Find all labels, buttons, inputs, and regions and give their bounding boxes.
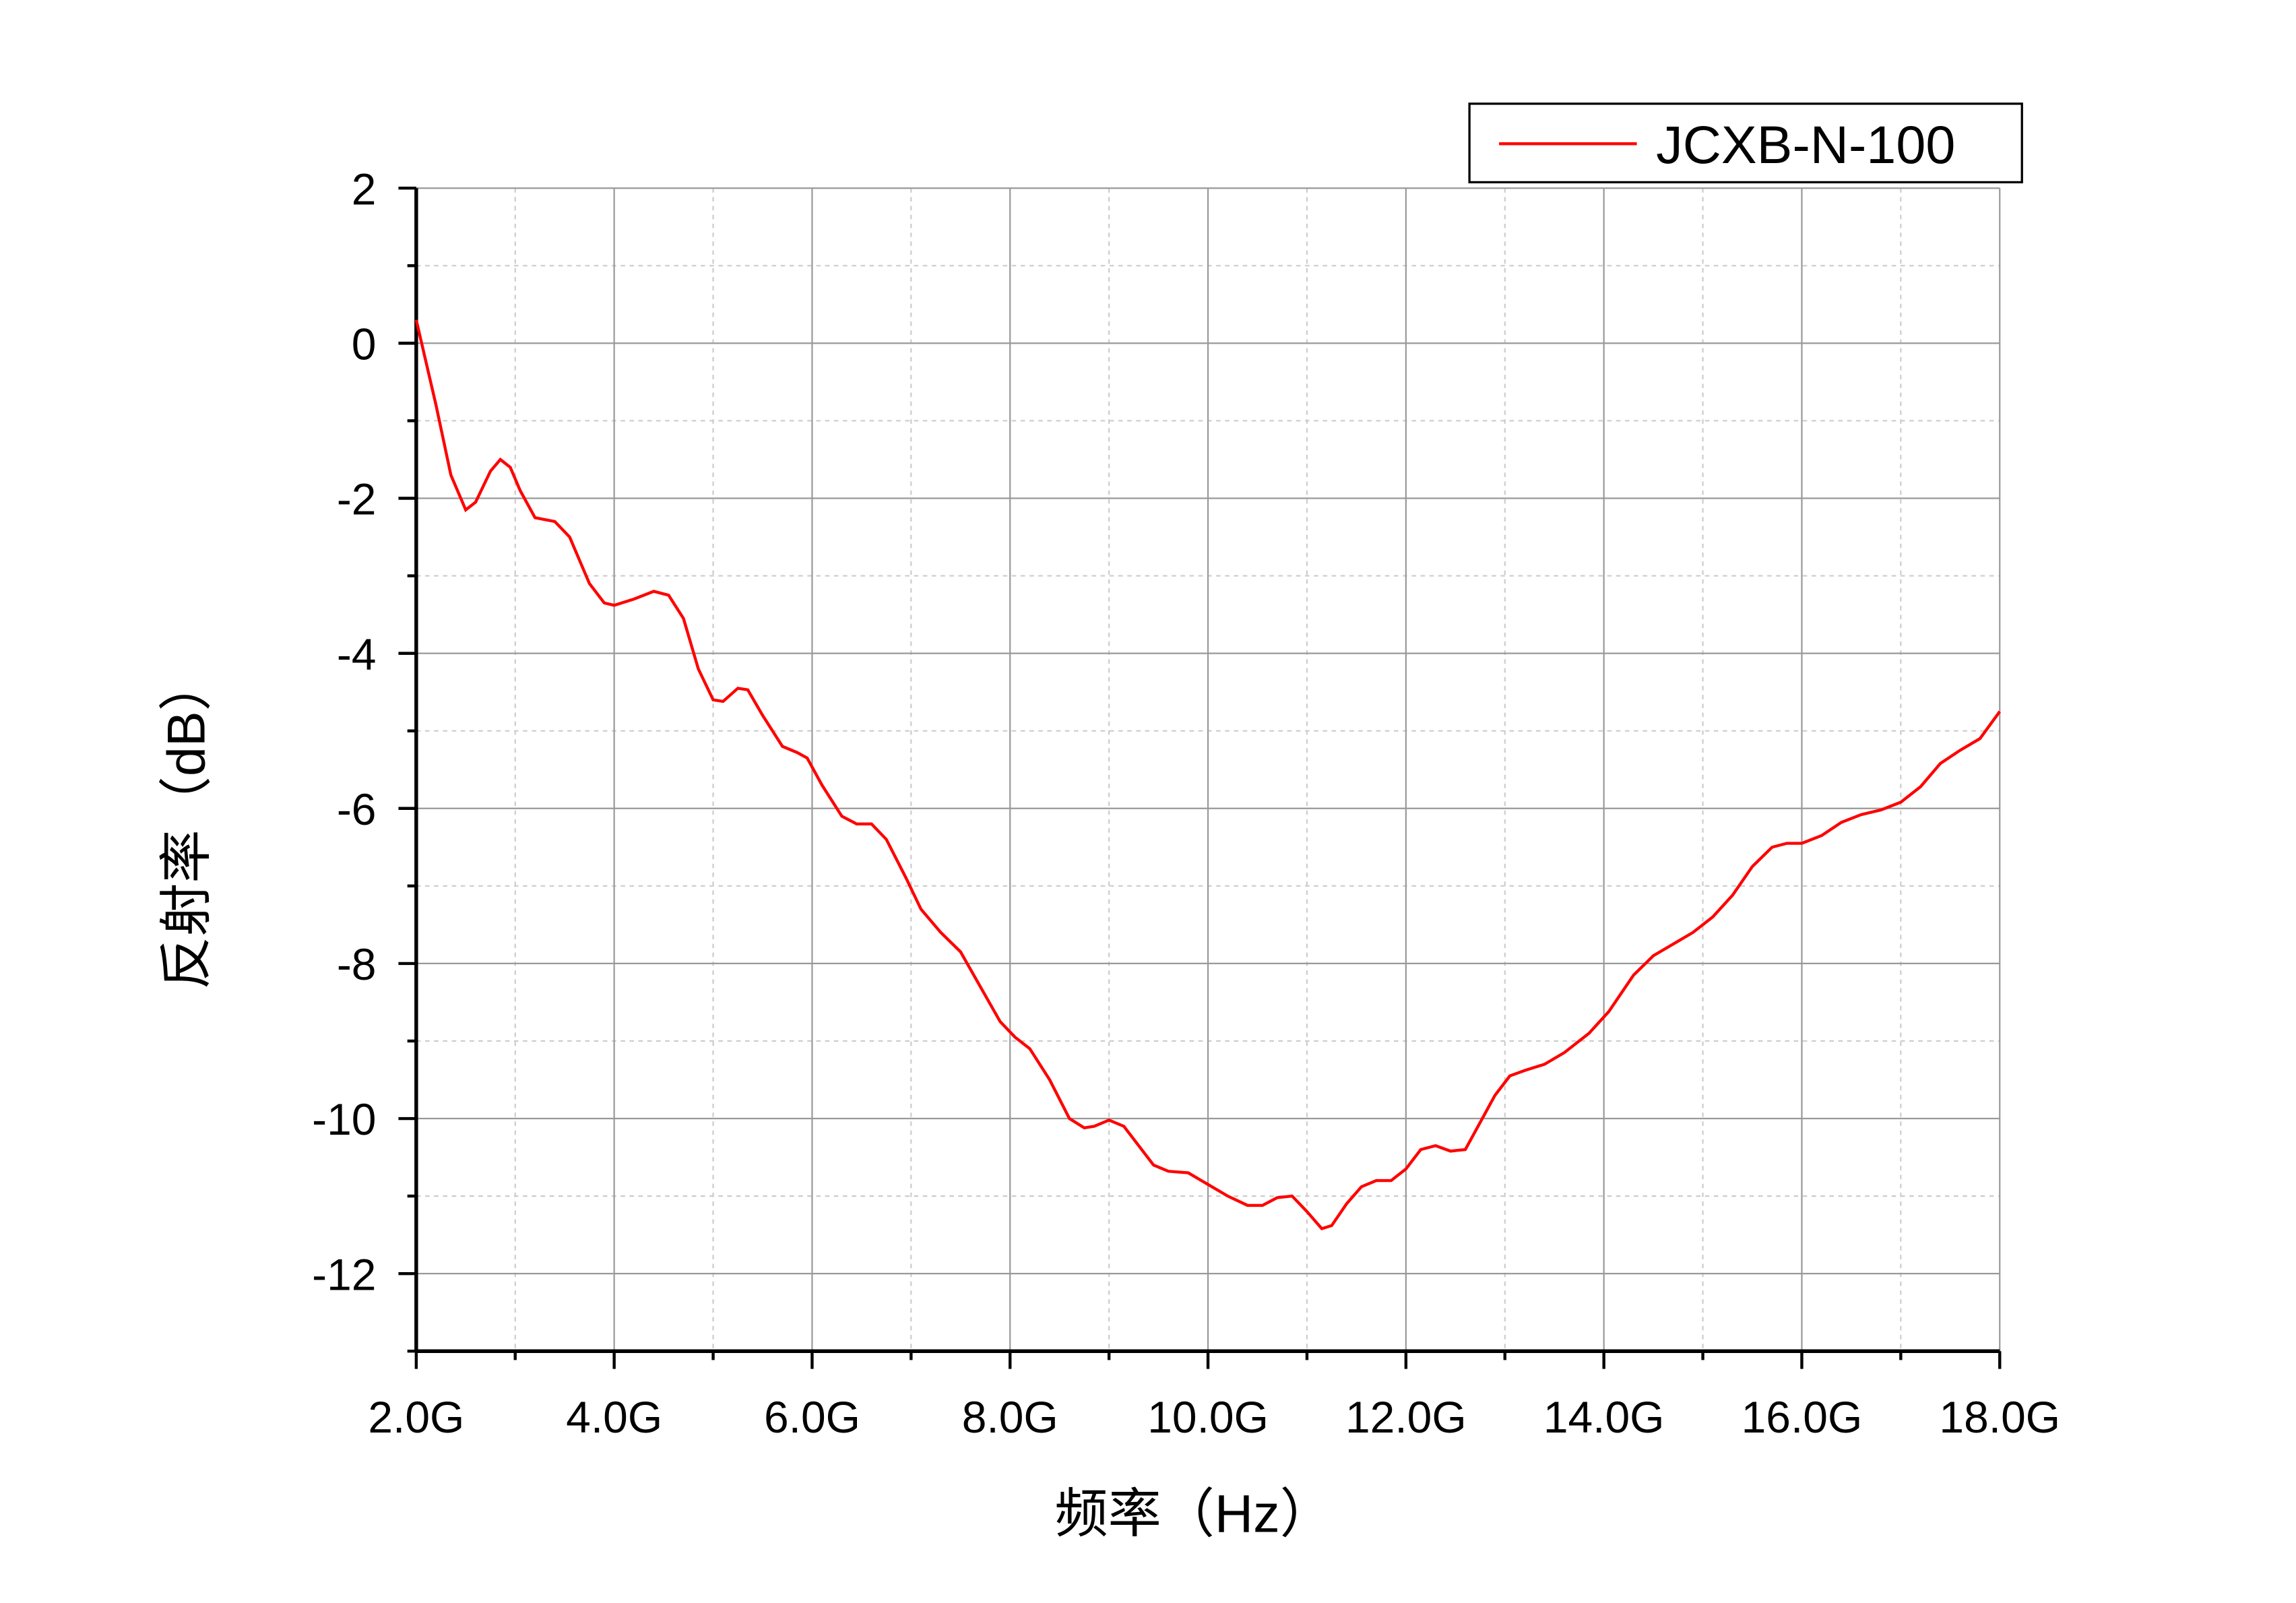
x-tick-label: 10.0G xyxy=(1147,1392,1269,1442)
x-tick-label: 8.0G xyxy=(962,1392,1058,1442)
y-tick-label: -4 xyxy=(337,629,377,679)
x-tick-label: 6.0G xyxy=(764,1392,860,1442)
y-tick-label: -10 xyxy=(312,1094,376,1144)
y-tick-label: -12 xyxy=(312,1249,376,1299)
data-line xyxy=(414,319,2002,1230)
y-tick-label: -6 xyxy=(337,784,377,834)
x-tick-label: 16.0G xyxy=(1742,1392,1863,1442)
y-tick-label: -8 xyxy=(337,939,377,989)
x-tick-label: 4.0G xyxy=(566,1392,662,1442)
y-tick-label: -2 xyxy=(337,474,377,524)
x-tick-label: 2.0G xyxy=(368,1392,464,1442)
y-axis-title: 反射率（dB） xyxy=(156,658,216,990)
x-tick-label: 12.0G xyxy=(1345,1392,1467,1442)
y-tick-label: 2 xyxy=(352,164,377,214)
legend-label: JCXB-N-100 xyxy=(1656,115,1955,175)
x-axis-title: 频率（Hz） xyxy=(1055,1483,1333,1543)
x-tick-label: 18.0G xyxy=(1939,1392,2060,1442)
y-tick-label: 0 xyxy=(352,319,377,369)
x-tick-label: 14.0G xyxy=(1543,1392,1665,1442)
